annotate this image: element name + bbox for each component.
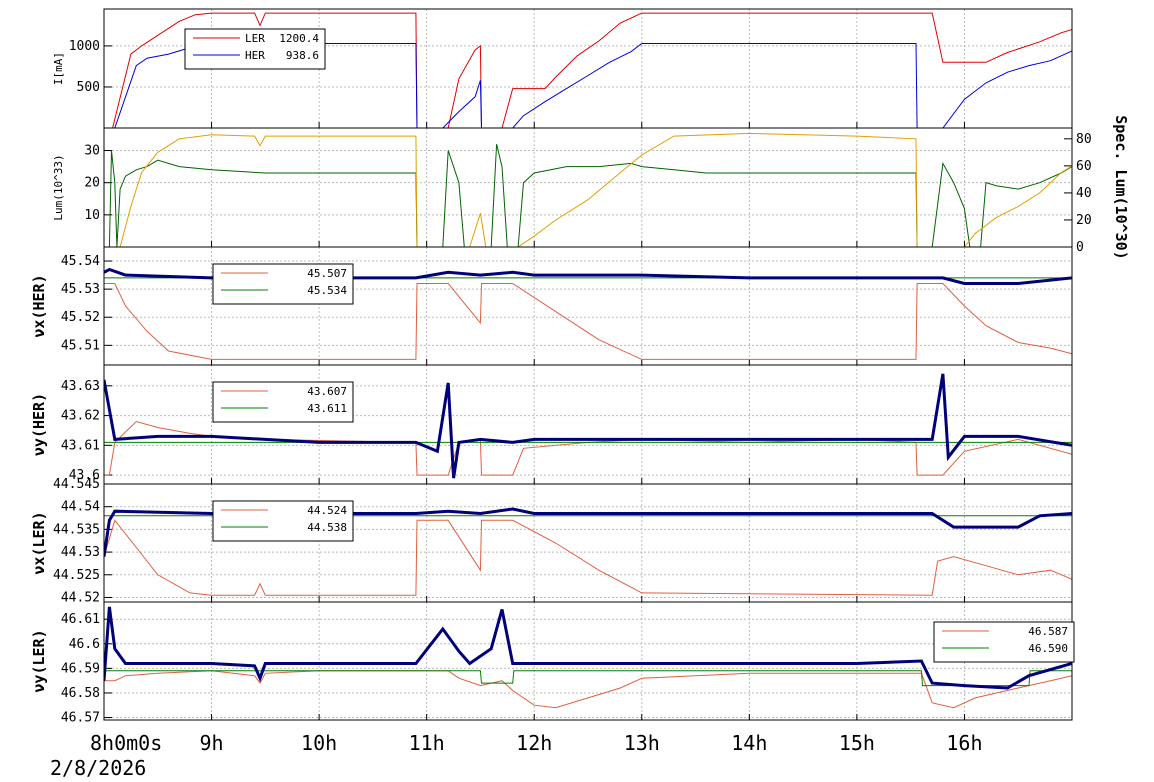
y-tick-label: 44.53 <box>61 545 100 560</box>
legend-box <box>184 28 326 70</box>
y-tick-label: 46.59 <box>61 661 100 676</box>
legend-value: 938.6 <box>286 49 319 62</box>
legend-value: 1200.4 <box>279 32 319 45</box>
legend-value: 43.607 <box>307 385 347 398</box>
y-tick-label: 46.61 <box>61 612 100 627</box>
legend-value: 44.524 <box>307 504 347 517</box>
y-axis-label: νx(HER) <box>30 274 48 337</box>
y-tick-label: 43.6 <box>69 468 100 483</box>
x-tick-label: 14h <box>731 731 767 755</box>
legend-value: 45.507 <box>307 267 347 280</box>
legend: 44.524 44.538 <box>212 500 354 542</box>
legend: LER 1200.4 HER 938.6 <box>184 28 326 70</box>
legend-box <box>212 381 354 423</box>
series-line-measured <box>104 606 1072 690</box>
y-tick-label: 43.62 <box>61 409 100 424</box>
y-tick-label: 46.6 <box>69 637 100 652</box>
series-line-setpoint <box>104 519 1072 596</box>
x-tick-label: 15h <box>839 731 875 755</box>
series-line-measured <box>104 507 1072 557</box>
y-tick-label: 45.54 <box>61 254 100 269</box>
panel-3: 45.51 45.52 45.53 45.54 νx(HER) 45.507 45.534 <box>30 246 1073 366</box>
date-label: 2/8/2026 <box>50 756 147 780</box>
y-tick-label: 45.51 <box>61 338 100 353</box>
legend: 45.507 45.534 <box>212 263 354 305</box>
y-tick-label: 46.57 <box>61 711 100 726</box>
legend: 43.607 43.611 <box>212 381 354 423</box>
x-tick-label: 12h <box>516 731 552 755</box>
y2-tick-label: 20 <box>1076 213 1092 228</box>
y-tick-label: 1000 <box>69 39 100 54</box>
y-tick-label: 500 <box>77 80 100 95</box>
x-start-label: 8h0m0s <box>90 731 162 755</box>
y2-axis-label: Spec. Lum(10^30) <box>1112 115 1130 260</box>
series-line-spec--lum <box>104 132 1072 247</box>
series-line-setpoint <box>104 283 1072 360</box>
y-tick-label: 10 <box>84 208 100 223</box>
y2-tick-label: 40 <box>1076 186 1092 201</box>
series-line-ler <box>104 12 1072 128</box>
y-tick-label: 46.58 <box>61 686 100 701</box>
y-axis-label: Lum(10^33) <box>52 154 65 220</box>
series-line-measured <box>104 267 1072 285</box>
y-axis-label: νy(LER) <box>30 629 48 692</box>
legend: 46.587 46.590 <box>933 621 1075 663</box>
legend-name: HER <box>245 49 265 62</box>
y-tick-label: 43.63 <box>61 379 100 394</box>
y-axis-label: νy(HER) <box>30 393 48 456</box>
series-line-lum <box>104 143 1072 247</box>
legend-value: 43.611 <box>307 402 347 415</box>
y-tick-label: 44.525 <box>53 568 100 583</box>
y-tick-label: 44.535 <box>53 522 100 537</box>
series-line-reference <box>104 670 1072 687</box>
x-tick-label: 13h <box>624 731 660 755</box>
series-line-setpoint <box>104 670 1072 709</box>
legend-value: 45.534 <box>307 284 347 297</box>
panel-5: 44.52 44.525 44.53 44.535 44.54 44.545 νx(LER)… <box>30 477 1073 605</box>
legend-value: 46.590 <box>1028 642 1068 655</box>
y-tick-label: 30 <box>84 144 100 159</box>
series-line-measured <box>104 373 1072 479</box>
legend-box <box>212 500 354 542</box>
legend-box <box>933 621 1075 663</box>
x-axis: 8h0m0s 9h 10h 11h 12h 13h 14h 15h 16h <box>90 731 983 755</box>
y-tick-label: 20 <box>84 176 100 191</box>
panel-4: 43.6 43.61 43.62 43.63 νy(HER) 43.607 43.611 <box>30 364 1073 485</box>
panel-frame <box>103 127 1073 248</box>
y-tick-label: 44.54 <box>61 500 100 515</box>
y-axis-label: I[mA] <box>52 52 65 85</box>
y-tick-label: 44.545 <box>53 477 100 492</box>
panel-2: 10 20 30 0 20 40 60 80 Spec. Lum(10^30) Lum(10^33… <box>52 115 1130 260</box>
y-tick-label: 45.53 <box>61 282 100 297</box>
legend-name: LER <box>245 32 265 45</box>
x-tick-label: 9h <box>200 731 224 755</box>
x-tick-label: 16h <box>946 731 982 755</box>
y2-tick-label: 0 <box>1076 240 1084 255</box>
y-tick-label: 45.52 <box>61 310 100 325</box>
series-line-setpoint <box>104 420 1072 476</box>
y-axis-label: νx(LER) <box>30 511 48 574</box>
x-tick-label: 10h <box>301 731 337 755</box>
legend-value: 46.587 <box>1028 625 1068 638</box>
y-tick-label: 43.61 <box>61 438 100 453</box>
y2-tick-label: 60 <box>1076 159 1092 174</box>
y2-tick-label: 80 <box>1076 132 1092 147</box>
legend-box <box>212 263 354 305</box>
x-tick-label: 11h <box>409 731 445 755</box>
y-tick-label: 44.52 <box>61 590 100 605</box>
legend-value: 44.538 <box>307 521 347 534</box>
panel-1: 500 1000 I[mA] LER 1200.4 HER 938.6 <box>52 8 1073 129</box>
